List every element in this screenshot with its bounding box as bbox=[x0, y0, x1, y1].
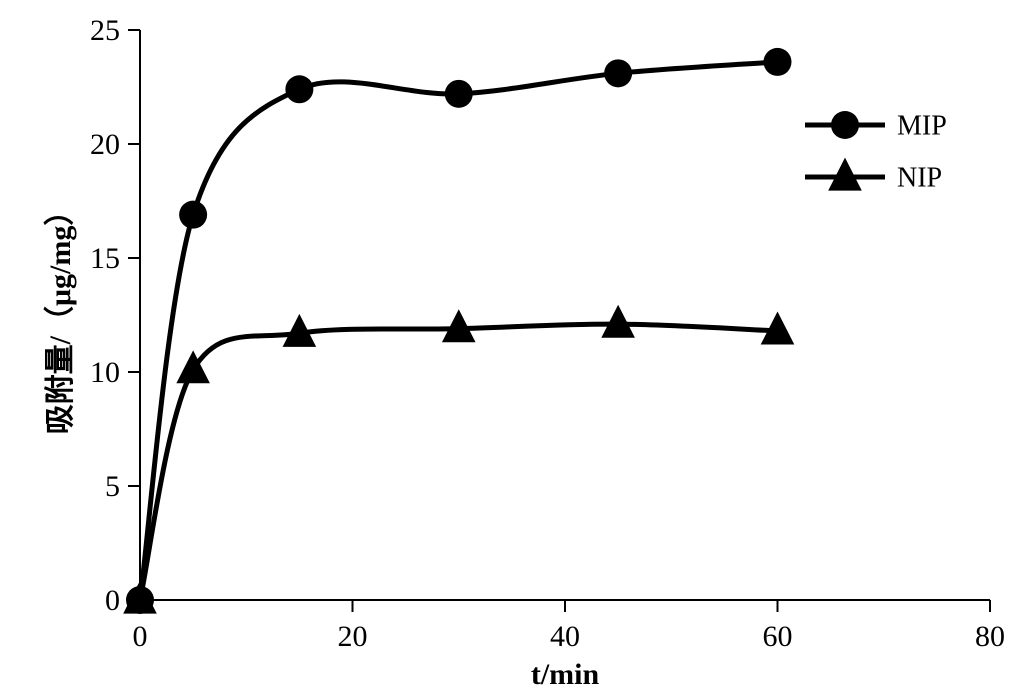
adsorption-chart: 0 20 40 60 80 0 5 10 15 20 25 t/min 吸附量/（μg/mg） MIP NI… bbox=[0, 0, 1036, 695]
legend-label-nip: NIP bbox=[897, 162, 942, 193]
legend-label-mip: MIP bbox=[897, 110, 947, 141]
y-tick-label: 5 bbox=[105, 470, 120, 503]
chart-container: 0 20 40 60 80 0 5 10 15 20 25 t/min 吸附量/（μg/mg） MIP NI… bbox=[0, 0, 1036, 695]
x-tick-label: 20 bbox=[338, 620, 368, 653]
series-marker-mip bbox=[445, 80, 473, 108]
y-axis-label: 吸附量/（μg/mg） bbox=[43, 196, 77, 435]
x-axis-label: t/min bbox=[531, 658, 600, 691]
legend-marker-mip bbox=[831, 111, 859, 139]
series-marker-mip bbox=[764, 48, 792, 76]
series-marker-mip bbox=[285, 75, 313, 103]
y-tick-label: 0 bbox=[105, 584, 120, 617]
x-tick-label: 80 bbox=[975, 620, 1005, 653]
x-tick-label: 60 bbox=[763, 620, 793, 653]
y-tick-label: 10 bbox=[90, 356, 120, 389]
y-tick-label: 25 bbox=[90, 14, 120, 47]
x-tick-label: 0 bbox=[133, 620, 148, 653]
series-marker-mip bbox=[604, 59, 632, 87]
y-tick-label: 20 bbox=[90, 128, 120, 161]
series-marker-mip bbox=[179, 201, 207, 229]
x-tick-label: 40 bbox=[550, 620, 580, 653]
y-tick-label: 15 bbox=[90, 242, 120, 275]
